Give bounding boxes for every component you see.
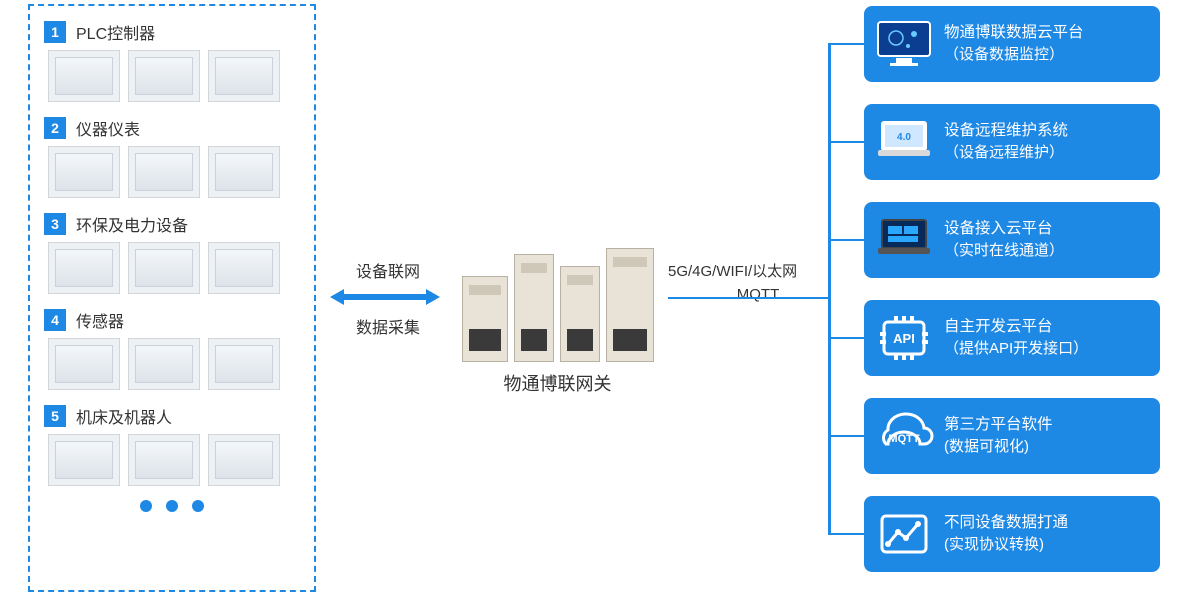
tree-branch: [828, 43, 864, 45]
pager-dot[interactable]: [140, 500, 152, 512]
category-thumbs: [44, 146, 300, 198]
category-title: 传感器: [76, 308, 124, 332]
mqtt-icon: [874, 408, 934, 464]
service-card-text: 设备接入云平台 （实时在线通道）: [944, 218, 1064, 262]
device-category: 4 传感器: [44, 308, 300, 390]
device-thumb: [208, 434, 280, 486]
device-thumb: [128, 338, 200, 390]
chart-icon: [874, 506, 934, 562]
device-thumb: [128, 242, 200, 294]
gateway-devices: [450, 242, 665, 362]
service-card-subtitle: (数据可视化): [944, 436, 1053, 458]
tree-branch: [828, 337, 864, 339]
service-card-text: 自主开发云平台 （提供API开发接口）: [944, 316, 1088, 360]
monitor-icon: [874, 16, 934, 72]
category-number-badge: 5: [44, 405, 66, 427]
device-thumb: [48, 146, 120, 198]
device-thumb: [128, 50, 200, 102]
laptop2-icon: [874, 212, 934, 268]
device-thumb: [48, 434, 120, 486]
laptop-icon: [874, 114, 934, 170]
device-thumb: [208, 146, 280, 198]
service-card[interactable]: 不同设备数据打通 (实现协议转换): [864, 496, 1160, 572]
service-card-text: 设备远程维护系统 （设备远程维护）: [944, 120, 1068, 164]
category-number-badge: 1: [44, 21, 66, 43]
pager-dot[interactable]: [166, 500, 178, 512]
service-card[interactable]: 设备远程维护系统 （设备远程维护）: [864, 104, 1160, 180]
category-thumbs: [44, 338, 300, 390]
right-services-tree: 物通博联数据云平台 （设备数据监控） 设备远程维护系统 （设备远程维护） 设备接…: [798, 0, 1168, 601]
device-thumb: [48, 242, 120, 294]
category-title: 环保及电力设备: [76, 212, 188, 236]
tree-branch: [828, 239, 864, 241]
service-card-title: 物通博联数据云平台: [944, 22, 1084, 44]
tree-branch: [828, 435, 864, 437]
device-category: 3 环保及电力设备: [44, 212, 300, 294]
category-thumbs: [44, 242, 300, 294]
gateway-unit: [514, 254, 554, 362]
category-thumbs: [44, 434, 300, 486]
pager-dot[interactable]: [192, 500, 204, 512]
category-title: 仪器仪表: [76, 116, 140, 140]
category-thumbs: [44, 50, 300, 102]
gateway-unit: [606, 248, 654, 362]
service-card-text: 物通博联数据云平台 （设备数据监控）: [944, 22, 1084, 66]
category-title: 机床及机器人: [76, 404, 172, 428]
gateway-caption: 物通博联网关: [450, 370, 665, 396]
double-arrow-icon: [330, 288, 440, 306]
service-card[interactable]: 物通博联数据云平台 （设备数据监控）: [864, 6, 1160, 82]
service-card-title: 不同设备数据打通: [944, 512, 1068, 534]
category-number-badge: 3: [44, 213, 66, 235]
api-icon: [874, 310, 934, 366]
gateway-unit: [560, 266, 600, 362]
service-card-text: 第三方平台软件 (数据可视化): [944, 414, 1053, 458]
service-card-subtitle: （实时在线通道）: [944, 240, 1064, 262]
tree-branch: [828, 533, 864, 535]
device-category: 5 机床及机器人: [44, 404, 300, 486]
device-thumb: [128, 434, 200, 486]
device-thumb: [128, 146, 200, 198]
device-category: 2 仪器仪表: [44, 116, 300, 198]
left-device-panel: 1 PLC控制器 2 仪器仪表 3 环保及电力设备 4 传感器 5 机床及机: [28, 4, 316, 592]
service-card-title: 第三方平台软件: [944, 414, 1053, 436]
service-card-subtitle: （设备远程维护）: [944, 142, 1068, 164]
device-thumb: [208, 50, 280, 102]
device-thumb: [208, 338, 280, 390]
device-category: 1 PLC控制器: [44, 20, 300, 102]
category-title: PLC控制器: [76, 20, 155, 44]
category-number-badge: 4: [44, 309, 66, 331]
service-card-title: 自主开发云平台: [944, 316, 1088, 338]
service-card[interactable]: 第三方平台软件 (数据可视化): [864, 398, 1160, 474]
gateway-unit: [462, 276, 508, 362]
service-card[interactable]: 设备接入云平台 （实时在线通道）: [864, 202, 1160, 278]
device-thumb: [48, 50, 120, 102]
tree-branch: [828, 141, 864, 143]
service-card[interactable]: 自主开发云平台 （提供API开发接口）: [864, 300, 1160, 376]
service-card-subtitle: （设备数据监控）: [944, 44, 1084, 66]
service-card-subtitle: (实现协议转换): [944, 534, 1068, 556]
device-thumb: [48, 338, 120, 390]
pager-dots: [44, 500, 300, 512]
service-card-title: 设备接入云平台: [944, 218, 1064, 240]
device-thumb: [208, 242, 280, 294]
category-number-badge: 2: [44, 117, 66, 139]
service-card-text: 不同设备数据打通 (实现协议转换): [944, 512, 1068, 556]
label-device-network: 设备联网: [338, 258, 438, 288]
label-data-collect: 数据采集: [338, 314, 438, 344]
service-card-title: 设备远程维护系统: [944, 120, 1068, 142]
service-card-subtitle: （提供API开发接口）: [944, 338, 1088, 360]
